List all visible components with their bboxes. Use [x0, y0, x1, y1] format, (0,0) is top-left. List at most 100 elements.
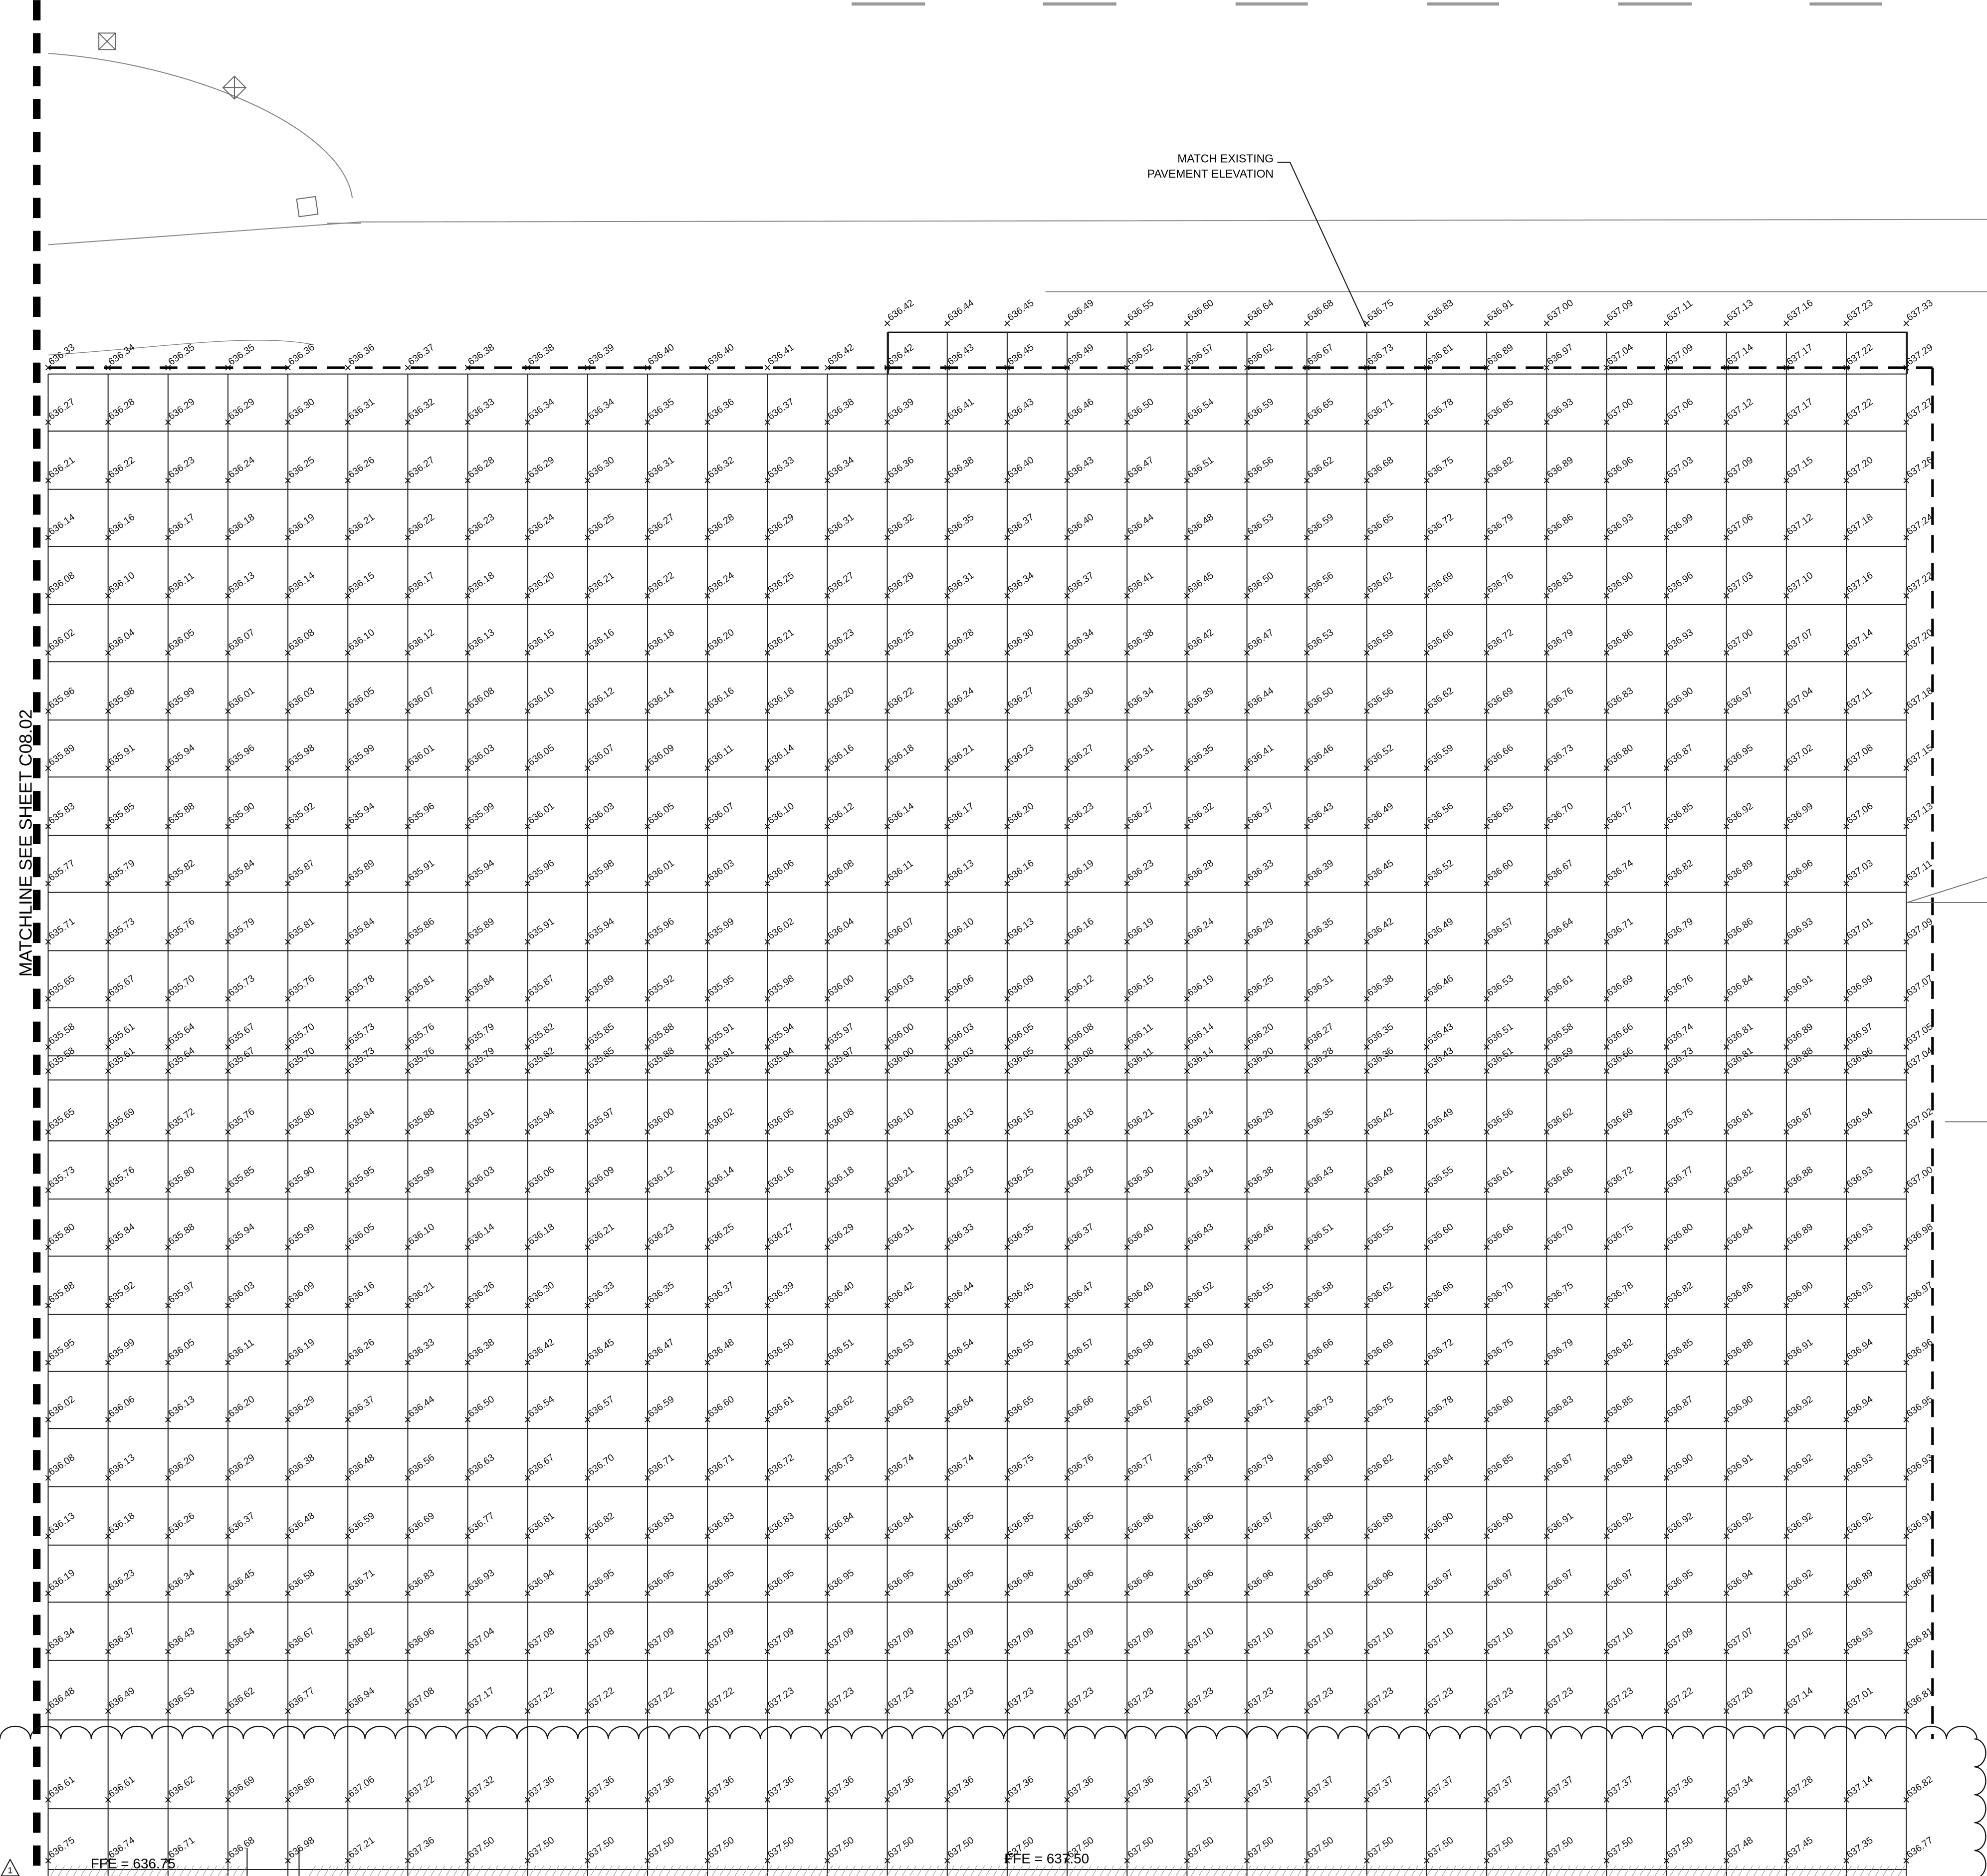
hatch — [1853, 1866, 1859, 1876]
spot-elevation: 637.00 — [1905, 1165, 1935, 1190]
spot-elevation: 636.77 — [1905, 1835, 1935, 1861]
spot-elevation: 636.38 — [1365, 973, 1395, 999]
spot-elevation: 636.59 — [1545, 1045, 1575, 1071]
spot-elevation: 636.21 — [946, 742, 976, 768]
hatch — [872, 1866, 879, 1876]
spot-elevation: 636.93 — [1905, 1452, 1935, 1478]
spot-elevation: 637.22 — [526, 1685, 556, 1711]
spot-elevation: 636.32 — [886, 512, 916, 537]
spot-elevation: 636.53 — [1485, 973, 1515, 999]
spot-elevation: 636.03 — [466, 742, 496, 768]
spot-elevation: 637.08 — [1845, 742, 1875, 768]
spot-elevation: 635.85 — [226, 1165, 256, 1190]
hatch — [902, 1866, 909, 1876]
spot-elevation: 636.75 — [1485, 1337, 1515, 1363]
spot-elevation: 636.17 — [946, 801, 976, 826]
hatch — [545, 1866, 551, 1876]
spot-elevation: 636.72 — [1425, 512, 1455, 537]
hatch — [439, 1866, 445, 1876]
spot-elevation: 636.67 — [1125, 1394, 1155, 1419]
spot-elevation: 636.88 — [1785, 1165, 1815, 1190]
spot-elevation: 637.12 — [1725, 397, 1755, 422]
spot-elevation: 636.71 — [1605, 916, 1635, 941]
spot-elevation: 637.37 — [1605, 1774, 1635, 1800]
hatch — [553, 1866, 559, 1876]
spot-elevation: 635.79 — [466, 1045, 496, 1071]
spot-elevation: 636.97 — [1485, 1568, 1515, 1593]
hatch — [743, 1866, 749, 1876]
spot-elevation: 636.96 — [1006, 1568, 1036, 1593]
hatch — [1571, 1866, 1578, 1876]
spot-elevation: 636.09 — [646, 742, 676, 768]
spot-elevation: 636.21 — [586, 1221, 616, 1247]
spot-elevation: 636.33 — [766, 455, 796, 480]
hatch — [1594, 1866, 1601, 1876]
hatch — [963, 1866, 970, 1876]
cloud-edge — [1975, 1739, 1986, 1876]
spot-elevation: 635.65 — [47, 973, 77, 999]
spot-elevation: 636.62 — [826, 1394, 856, 1419]
spot-elevation: 637.23 — [1425, 1685, 1455, 1711]
spot-elevation: 637.37 — [1425, 1774, 1455, 1800]
spot-elevation: 636.77 — [1605, 801, 1635, 826]
spot-elevation: 635.89 — [466, 916, 496, 941]
spot-elevation: 636.39 — [586, 342, 616, 368]
spot-elevation: 635.91 — [107, 742, 137, 768]
spot-elevation: 635.91 — [706, 1021, 736, 1047]
spot-elevation: 635.89 — [47, 742, 77, 768]
spot-elevation: 636.22 — [107, 455, 137, 480]
spot-elevation: 636.47 — [1066, 1280, 1096, 1305]
spot-elevation: 637.10 — [1425, 1626, 1455, 1651]
spot-elevation: 637.36 — [946, 1774, 976, 1800]
spot-elevation: 636.46 — [1306, 742, 1335, 768]
spot-elevation: 636.45 — [586, 1337, 616, 1363]
spot-elevation: 636.92 — [1725, 1511, 1755, 1536]
spot-elevation: 637.04 — [1605, 342, 1636, 367]
hatch — [66, 1866, 72, 1876]
spot-elevation: 636.62 — [167, 1774, 197, 1800]
spot-marker — [1544, 321, 1549, 326]
hatch — [378, 1866, 384, 1876]
hatch — [1465, 1866, 1471, 1876]
spot-elevation: 636.37 — [766, 397, 796, 422]
spot-elevation: 635.99 — [466, 801, 496, 826]
spot-elevation: 637.48 — [1725, 1835, 1755, 1861]
spot-elevation: 636.48 — [47, 1685, 77, 1711]
spot-elevation: 636.27 — [1125, 801, 1155, 826]
spot-elevation: 637.50 — [466, 1835, 496, 1861]
spot-elevation: 636.62 — [226, 1685, 256, 1711]
spot-elevation: 636.18 — [766, 686, 796, 711]
spot-elevation: 636.72 — [766, 1452, 796, 1478]
spot-elevation: 636.42 — [526, 1337, 556, 1363]
spot-elevation: 636.74 — [886, 1452, 916, 1478]
spot-elevation: 636.89 — [1785, 1221, 1815, 1247]
spot-elevation: 636.93 — [1785, 916, 1815, 941]
spot-elevation: 637.14 — [1845, 1774, 1875, 1800]
spot-marker — [1364, 321, 1369, 326]
spot-marker — [765, 365, 770, 370]
hatch — [606, 1866, 612, 1876]
hatch — [218, 1866, 224, 1876]
spot-elevation: 636.94 — [1845, 1394, 1875, 1419]
spot-elevation: 637.10 — [1485, 1626, 1515, 1651]
spot-elevation: 635.97 — [167, 1280, 197, 1305]
hatch — [1450, 1866, 1456, 1876]
spot-elevation: 636.83 — [766, 1511, 796, 1536]
spot-elevation: 636.81 — [526, 1511, 556, 1536]
spot-elevation: 636.88 — [1306, 1511, 1335, 1536]
spot-elevation: 636.71 — [1365, 397, 1395, 422]
spot-elevation: 636.52 — [1185, 1280, 1215, 1305]
spot-elevation: 637.00 — [1605, 397, 1635, 422]
spot-elevation: 635.96 — [226, 742, 256, 768]
cloud-edge — [0, 1726, 1977, 1739]
spot-elevation: 636.08 — [1066, 1045, 1096, 1071]
hatch — [1807, 1866, 1813, 1876]
spot-elevation: 636.56 — [1246, 455, 1276, 480]
spot-elevation: 635.99 — [706, 916, 736, 941]
spot-elevation: 637.02 — [1785, 742, 1815, 768]
spot-elevation: 636.85 — [1605, 1394, 1635, 1419]
spot-elevation: 635.96 — [406, 801, 436, 826]
spot-elevation: 637.03 — [1725, 570, 1755, 596]
spot-elevation: 636.00 — [886, 1021, 916, 1047]
spot-elevation: 636.60 — [706, 1394, 736, 1419]
